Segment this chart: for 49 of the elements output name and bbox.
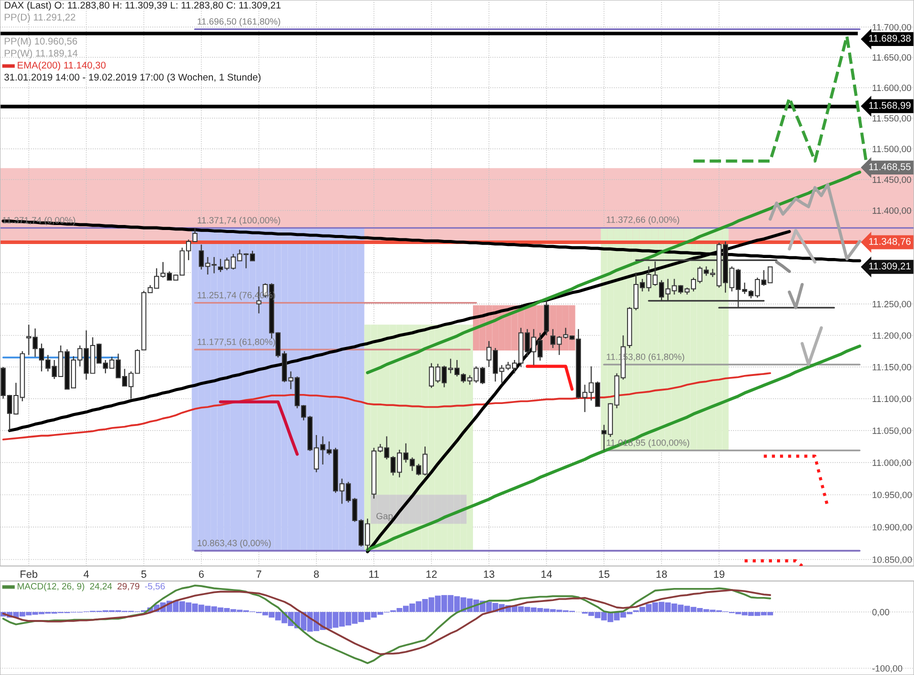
y-tick-label: 11.000,00 [872,460,912,467]
chart-title: DAX (Last) O: 11.283,80 H: 11.309,39 L: 11.283,80 C: 11.309,21 [4,1,281,11]
x-tick-label: 12 [426,570,437,578]
series-label: -5,56 [145,583,165,590]
text: 31.01.2019 14:00 - 19.02.2019 17:00 (3 Wochen, 1 Stunde) [4,73,261,83]
y-tick-label: 11.250,00 [872,300,912,308]
y-tick-label: 11.309,21 [869,262,911,271]
y-tick-label: 10.950,00 [872,492,912,500]
annotation: PP(W) 11.189,14 [4,49,78,59]
y-tick-label: 11.450,00 [872,176,912,184]
y-tick-label: 11.550,00 [872,115,912,123]
x-tick-label: 15 [599,570,610,578]
x-tick-label: 11 [369,570,379,578]
x-tick-label: 18 [656,570,667,578]
x-tick-label: 14 [541,570,552,578]
y-tick-label: 11.050,00 [872,428,912,435]
annotation: PP(M) 10.960,56 [4,37,78,47]
y-tick-label: 10.850,00 [872,556,912,564]
ref-line-label: 11.348,76 [869,238,911,246]
y-tick-label: 0,00 [872,608,890,616]
annotation: 11.696,50 (161,80%) [198,18,280,26]
x-tick-label: Feb [20,570,38,578]
y-tick-label: 11.600,00 [872,84,912,92]
x-tick-label: 6 [198,570,204,578]
x-tick-label: 8 [314,570,319,578]
text: 24,24 [90,583,112,590]
x-tick-label: 19 [714,570,724,578]
y-tick-label: -100,00 [872,665,902,673]
band-label: 11.468,55 [869,163,911,172]
ref-line-label: 11.568,99 [869,102,911,110]
annotation: PP(D) 11.291,22 [4,13,76,23]
y-tick-label: 11.200,00 [872,332,912,340]
y-tick-label: 11.700,00 [872,24,912,32]
y-tick-label: 11.100,00 [872,396,912,404]
y-tick-label: 11.400,00 [872,207,912,215]
x-tick-label: 13 [484,570,494,578]
y-tick-label: 11.650,00 [872,54,912,62]
legend-title: MACD(12, 26, 9) [18,582,84,592]
annotation: 11.371,74 (100,00%) [198,216,280,226]
legend-label: EMA(200) 11.140,30 [18,61,106,71]
x-tick-label: 5 [141,570,146,578]
x-tick-label: 7 [256,570,262,578]
y-tick-label: 11.150,00 [872,364,912,372]
y-tick-label: 10.900,00 [872,524,912,532]
y-tick-label: 11.500,00 [872,146,912,154]
x-tick-label: 4 [84,570,89,578]
text: 29,79 [118,583,140,590]
ref-line-label: 11.689,38 [869,34,911,43]
annotation: 11.372,66 (0,00%) [606,216,680,225]
